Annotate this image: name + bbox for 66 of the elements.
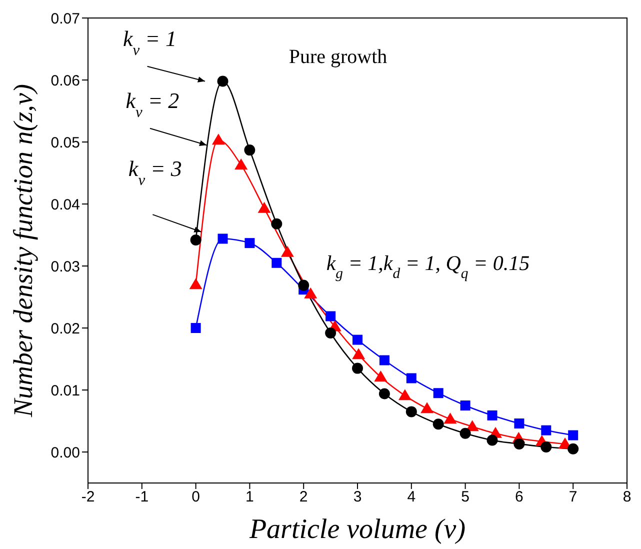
annotation: Pure growth (288, 46, 388, 68)
point (234, 158, 248, 170)
point (280, 246, 294, 257)
point (444, 412, 457, 424)
point (190, 323, 201, 333)
point (352, 348, 366, 360)
point (379, 355, 390, 366)
point (298, 280, 310, 291)
point (271, 218, 282, 230)
x-tick-label: 1 (246, 488, 254, 506)
x-tick-label: 0 (192, 488, 200, 506)
point (486, 434, 498, 446)
point (272, 258, 282, 268)
point (189, 278, 202, 290)
x-tick-label: -1 (135, 488, 149, 506)
y-tick-label: 0.04 (50, 196, 80, 214)
point (244, 238, 255, 248)
point (352, 362, 363, 374)
point (406, 373, 416, 384)
point (540, 442, 552, 453)
text: k$_{v}$ = 1 (123, 26, 177, 58)
point (218, 234, 228, 244)
y-tick-label: 0.05 (50, 134, 80, 152)
y-tick-label: 0.00 (50, 444, 80, 462)
point (460, 400, 470, 410)
point (217, 76, 228, 87)
point (190, 234, 202, 246)
x-tick-label: 6 (515, 488, 524, 506)
point (352, 334, 362, 345)
x-tick-label: 3 (353, 488, 362, 506)
point (258, 202, 271, 213)
point (568, 430, 578, 440)
y-tick-label: 0.01 (50, 382, 80, 400)
y-tick-label: 0.07 (50, 10, 80, 28)
point (326, 311, 336, 322)
point (398, 389, 412, 400)
point (374, 370, 388, 382)
annotation: k$_{g}$ = 1,k$_{d}$ = 1, Q$_{q}$ = 0.15 (326, 251, 530, 282)
x-tick-label: 8 (622, 488, 632, 506)
point (406, 406, 417, 418)
point (541, 425, 552, 436)
x-tick-label: 5 (461, 488, 470, 506)
point (420, 402, 434, 414)
x-axis-title: Particle volume (v) (248, 514, 466, 545)
y-tick-label: 0.06 (50, 72, 80, 90)
point (432, 418, 444, 430)
point (325, 327, 336, 338)
x-tick-label: 7 (568, 488, 578, 506)
x-tick-label: -2 (81, 488, 95, 506)
series-label: k$_{v}$ = 2 (126, 88, 180, 120)
point (514, 418, 524, 428)
y-tick-label: 0.03 (50, 258, 80, 276)
point (514, 438, 525, 450)
point (487, 410, 498, 420)
point (212, 134, 225, 145)
y-tick-label: 0.02 (50, 320, 80, 338)
x-tick-label: 2 (299, 488, 308, 506)
y-axis-title: Number density function n(z,v) (8, 84, 38, 418)
point (378, 388, 390, 400)
text: k$_{v}$ = 3 (128, 156, 182, 189)
point (244, 144, 256, 156)
point (304, 287, 318, 298)
point (433, 388, 444, 398)
point (460, 428, 471, 439)
x-tick-label: 4 (407, 488, 416, 506)
point (568, 443, 579, 454)
